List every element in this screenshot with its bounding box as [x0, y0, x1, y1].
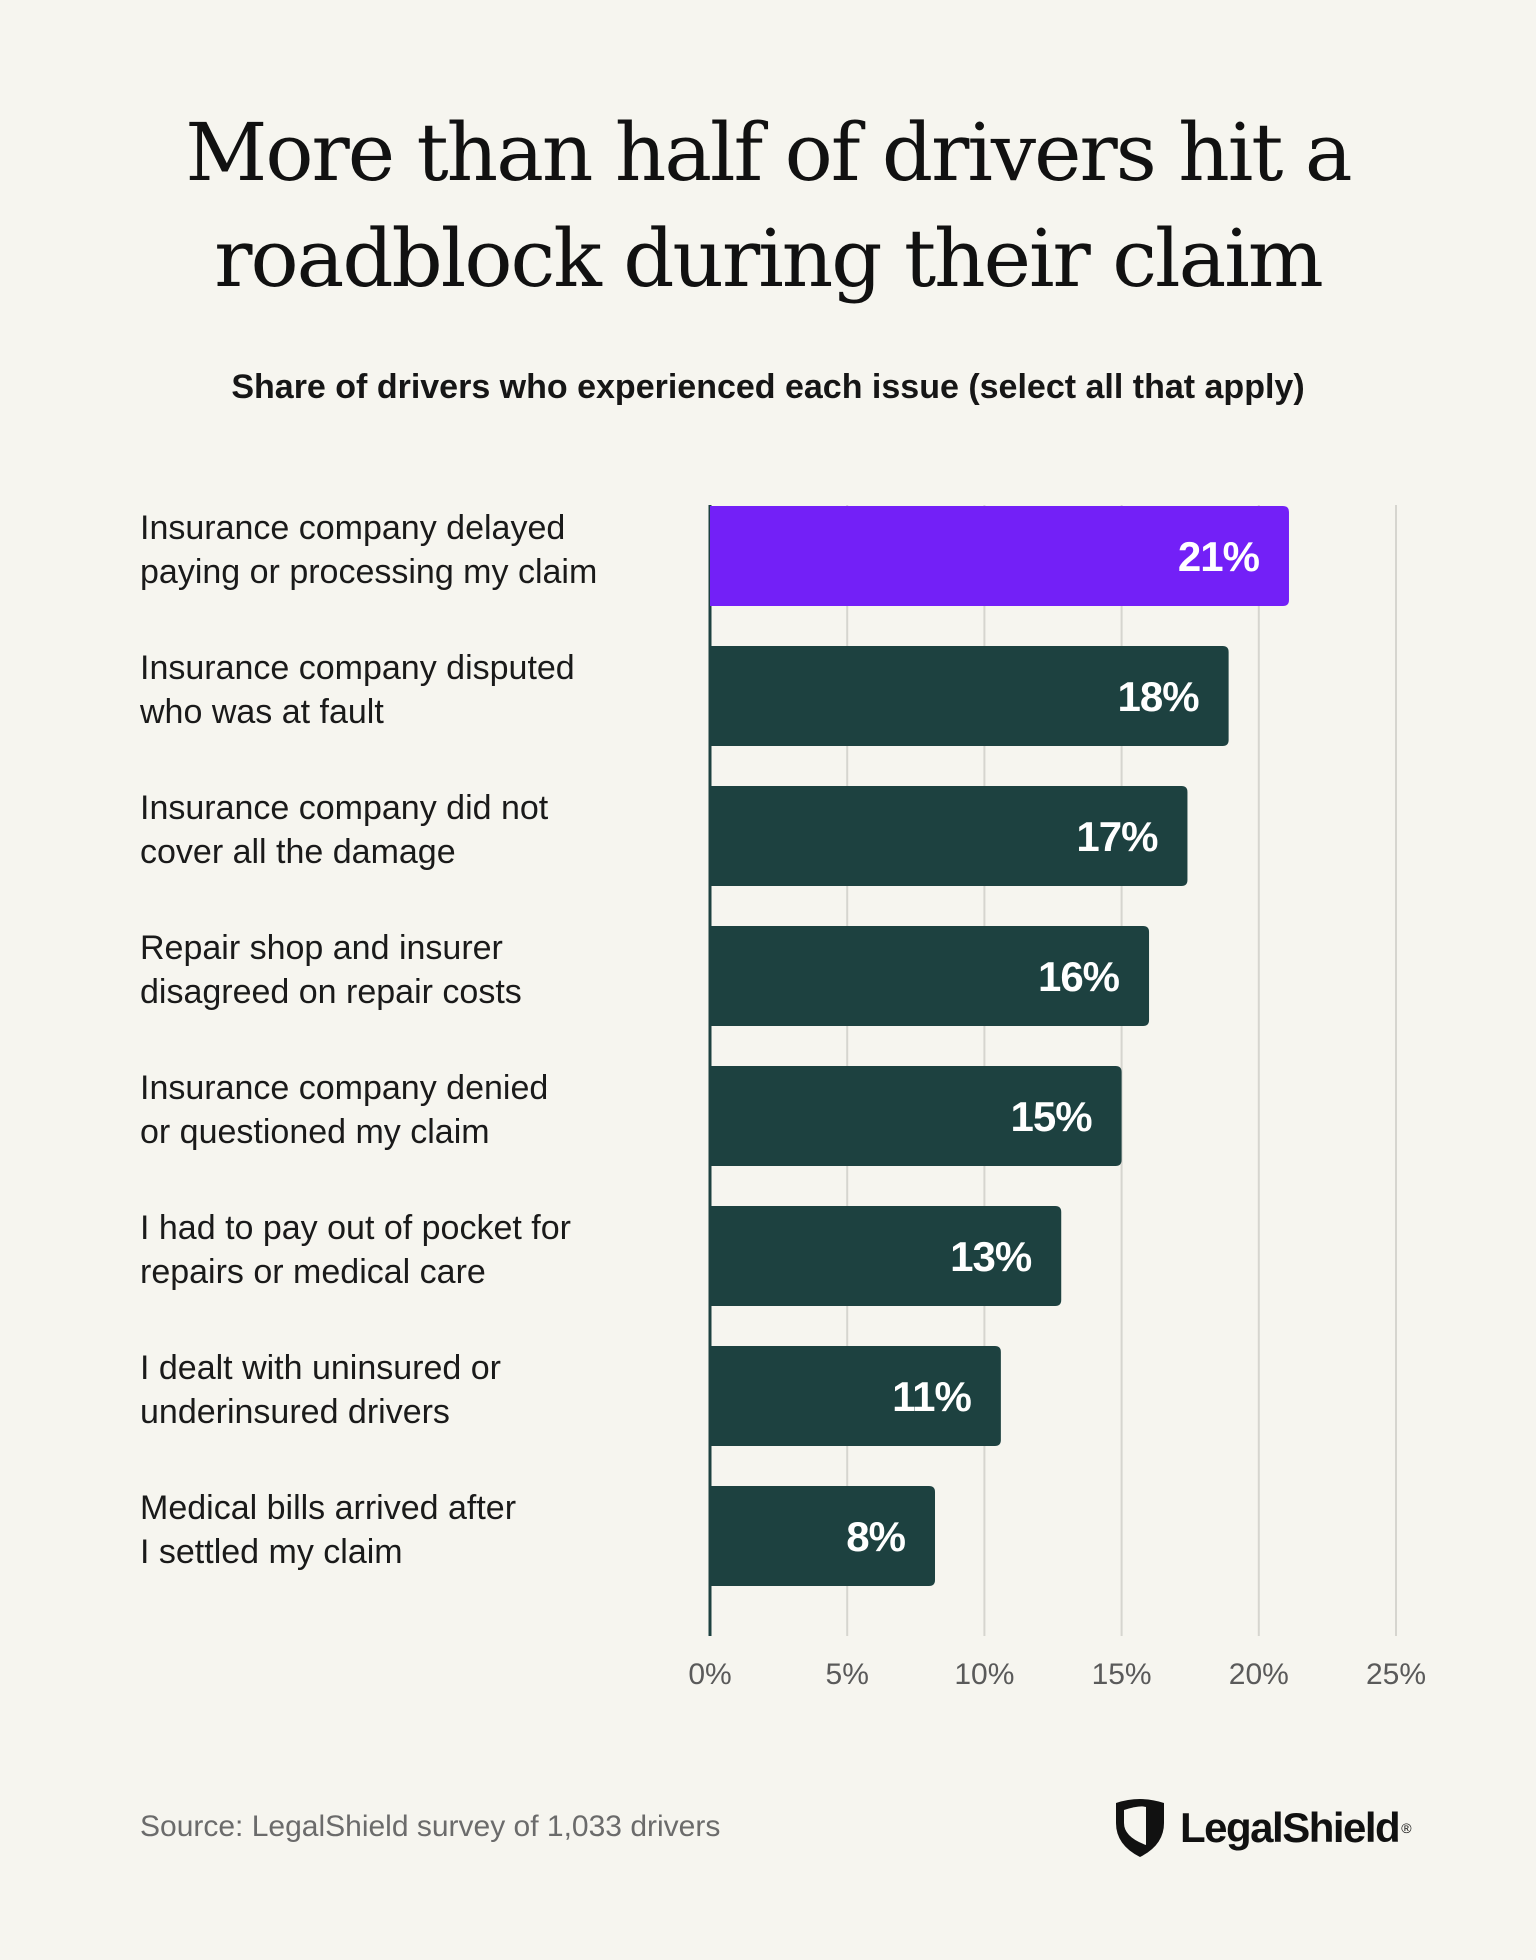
bar-chart: 21% 18% 17% 16% 15% 13% 11% 8% Insurance compan… [139, 505, 1426, 1691]
bar-value-label: 18% [1118, 673, 1200, 720]
source-note: Source: LegalShield survey of 1,033 driv… [140, 1810, 721, 1843]
category-label: Insurance company disputed [140, 649, 575, 687]
legalshield-logo: LegalShield ® [1112, 1796, 1412, 1860]
bar [710, 1346, 1001, 1446]
bar-value-label: 16% [1038, 953, 1120, 1000]
x-tick-label: 25% [1366, 1658, 1426, 1691]
category-label: who was at fault [139, 693, 384, 731]
category-label: or questioned my claim [140, 1113, 490, 1151]
bar-value-label: 11% [892, 1373, 971, 1420]
category-label: disagreed on repair costs [140, 973, 522, 1011]
bar [710, 1066, 1122, 1166]
category-label: Medical bills arrived after [140, 1489, 516, 1527]
x-tick-label: 0% [688, 1658, 731, 1691]
bar [710, 1206, 1062, 1306]
bar-value-label: 13% [950, 1233, 1032, 1280]
category-label-layer: Insurance company delayed paying or proce… [139, 509, 597, 1571]
category-label: repairs or medical care [140, 1253, 486, 1291]
bar [710, 786, 1188, 886]
tick-label-layer: 0% 5% 10% 15% 20% 25% [688, 1658, 1426, 1691]
x-tick-label: 5% [826, 1658, 869, 1691]
category-label: Insurance company denied [140, 1069, 548, 1107]
bar-layer: 21% 18% 17% 16% 15% 13% 11% 8% [710, 506, 1289, 1586]
registered-mark: ® [1401, 1820, 1412, 1836]
category-label: Insurance company delayed [140, 509, 565, 547]
bar-value-label: 21% [1178, 533, 1260, 580]
bar-value-label: 8% [846, 1513, 905, 1560]
category-label: Insurance company did not [140, 789, 549, 827]
category-label: I settled my claim [140, 1533, 403, 1571]
bar [710, 646, 1229, 746]
category-label: Repair shop and insurer [140, 929, 503, 967]
shield-icon [1116, 1799, 1164, 1857]
bar [710, 926, 1150, 1026]
x-tick-label: 15% [1092, 1658, 1152, 1691]
bar [710, 506, 1289, 606]
chart-title-line-1: More than half of drivers hit a [185, 106, 1352, 199]
x-tick-label: 10% [954, 1658, 1014, 1691]
bar [710, 1486, 936, 1586]
chart-title: More than half of drivers hit a roadbloc… [0, 100, 1536, 312]
bar-value-label: 17% [1076, 813, 1158, 860]
chart-subtitle: Share of drivers who experienced each is… [231, 368, 1305, 406]
chart-title-line-2: roadblock during their claim [214, 212, 1324, 305]
category-label: underinsured drivers [140, 1393, 450, 1431]
category-label: cover all the damage [140, 833, 456, 871]
category-label: paying or processing my claim [140, 553, 597, 591]
logo-wordmark: LegalShield [1180, 1804, 1401, 1851]
category-label: I dealt with uninsured or [140, 1349, 501, 1387]
bar-value-label: 15% [1011, 1093, 1093, 1140]
category-label: I had to pay out of pocket for [140, 1209, 571, 1247]
x-tick-label: 20% [1229, 1658, 1289, 1691]
